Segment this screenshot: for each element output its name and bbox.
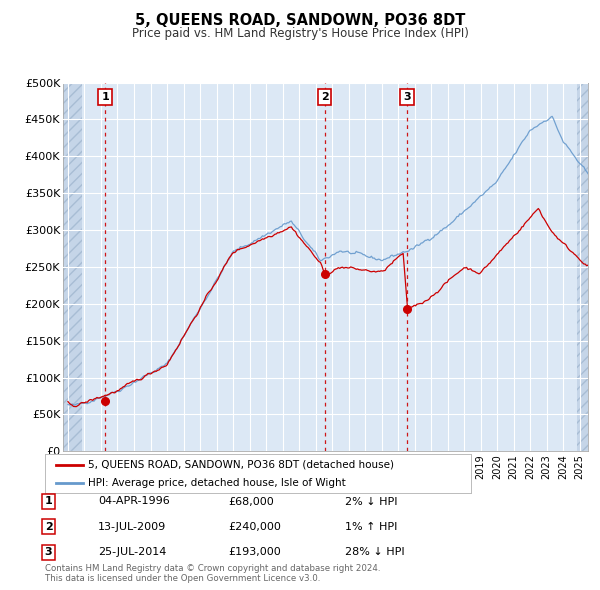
Text: 28% ↓ HPI: 28% ↓ HPI — [345, 548, 404, 557]
Text: 5, QUEENS ROAD, SANDOWN, PO36 8DT (detached house): 5, QUEENS ROAD, SANDOWN, PO36 8DT (detac… — [88, 460, 394, 470]
Text: 3: 3 — [404, 93, 411, 102]
Text: Price paid vs. HM Land Registry's House Price Index (HPI): Price paid vs. HM Land Registry's House … — [131, 27, 469, 40]
Text: 1% ↑ HPI: 1% ↑ HPI — [345, 522, 397, 532]
Bar — [63, 83, 82, 451]
Text: 5, QUEENS ROAD, SANDOWN, PO36 8DT: 5, QUEENS ROAD, SANDOWN, PO36 8DT — [135, 13, 465, 28]
Text: 13-JUL-2009: 13-JUL-2009 — [98, 522, 166, 532]
Text: Contains HM Land Registry data © Crown copyright and database right 2024.
This d: Contains HM Land Registry data © Crown c… — [45, 563, 380, 583]
Text: 2: 2 — [320, 93, 328, 102]
Text: £240,000: £240,000 — [228, 522, 281, 532]
Text: HPI: Average price, detached house, Isle of Wight: HPI: Average price, detached house, Isle… — [88, 478, 346, 488]
Text: £68,000: £68,000 — [228, 497, 274, 506]
Bar — [577, 83, 588, 451]
Text: 25-JUL-2014: 25-JUL-2014 — [98, 548, 166, 557]
Text: 2: 2 — [45, 522, 52, 532]
Text: 04-APR-1996: 04-APR-1996 — [98, 497, 170, 506]
Text: 2% ↓ HPI: 2% ↓ HPI — [345, 497, 398, 506]
Text: 1: 1 — [101, 93, 109, 102]
Text: £193,000: £193,000 — [228, 548, 281, 557]
Text: 1: 1 — [45, 497, 52, 506]
Text: 3: 3 — [45, 548, 52, 557]
